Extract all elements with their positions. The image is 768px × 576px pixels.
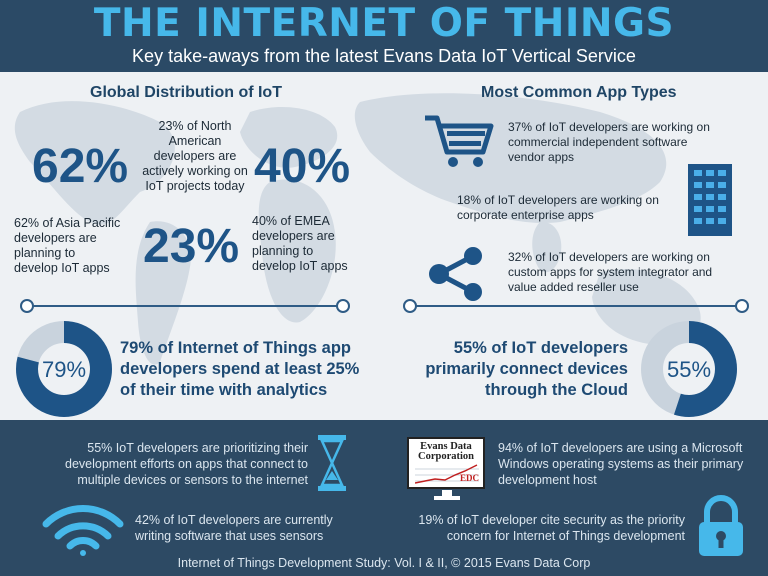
analytics-percent-label: 79% [42, 357, 86, 382]
evans-data-logo: Evans Data Corporation EDC [407, 437, 485, 489]
divider-slider-right [403, 299, 749, 313]
app-type-custom-text: 32% of IoT developers are working on cust… [508, 250, 713, 294]
divider-slider-left [20, 299, 350, 313]
analytics-donut-chart: 79% [16, 321, 112, 417]
office-building-icon [688, 164, 732, 236]
north-america-text: 23% of North American developers are active… [142, 119, 248, 193]
cloud-percent-label: 55% [667, 357, 711, 382]
page-subtitle: Key take-aways from the latest Evans Dat… [132, 46, 636, 66]
main-section: Global Distribution of IoT Most Common A… [0, 72, 768, 420]
sensors-text: 42% of IoT developers are currently writi… [135, 513, 333, 543]
cloud-donut-chart: 55% [641, 321, 737, 417]
app-type-isv-text: 37% of IoT developers are working on comm… [508, 120, 710, 164]
cloud-text: 55% of IoT developers primarily connect d… [425, 339, 628, 399]
header: THE INTERNET OF THINGS Key take-aways fr… [0, 0, 768, 72]
world-map-background [14, 93, 701, 365]
analytics-text: 79% of Internet of Things app developers … [120, 339, 360, 399]
lock-icon [699, 495, 743, 556]
share-icon [429, 247, 482, 301]
asia-pacific-percent: 62% [32, 140, 129, 193]
growth-chart-icon [415, 464, 479, 484]
multi-device-text: 55% IoT developers are prioritizing thei… [65, 441, 308, 487]
monitor-stand-icon [434, 490, 460, 500]
shopping-cart-icon [425, 115, 494, 167]
logo-text-line2: Corporation [418, 451, 474, 462]
emea-percent: 40% [254, 140, 351, 193]
logo-text-line1: Evans Data [420, 441, 472, 452]
asia-pacific-text: 62% of Asia Pacific developers are plannin… [14, 216, 121, 275]
source-credit: Internet of Things Development Study: Vo… [177, 556, 591, 570]
global-distribution-title: Global Distribution of IoT [90, 84, 282, 101]
wifi-icon [42, 505, 124, 556]
logo-mark: EDC [459, 473, 479, 483]
hourglass-icon [318, 435, 346, 491]
app-types-title: Most Common App Types [481, 84, 677, 101]
security-text: 19% of IoT developer cite security as th… [418, 513, 685, 543]
windows-host-text: 94% of IoT developers are using a Micros… [498, 441, 744, 487]
emea-text: 40% of EMEA developers are planning to deve… [252, 214, 348, 273]
footer-section: 55% IoT developers are prioritizing thei… [0, 420, 768, 576]
app-type-enterprise-text: 18% of IoT developers are working on corp… [457, 193, 659, 222]
page-title: THE INTERNET OF THINGS [93, 1, 675, 46]
north-america-percent: 23% [143, 220, 240, 273]
